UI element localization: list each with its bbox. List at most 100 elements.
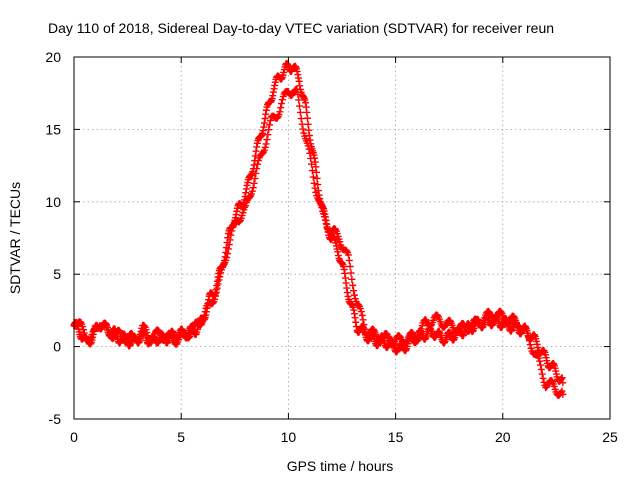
data-point: [250, 179, 258, 187]
data-point: [224, 250, 232, 258]
data-point: [537, 365, 545, 373]
data-point: [254, 160, 262, 168]
data-point: [312, 188, 320, 196]
data-point: [227, 231, 235, 239]
data-point: [559, 379, 567, 387]
data-point: [537, 361, 545, 369]
data-point: [321, 216, 329, 224]
data-point: [416, 328, 424, 336]
data-point: [312, 168, 320, 176]
y-axis-title: SDTVAR / TECUs: [7, 182, 23, 294]
data-point: [295, 96, 303, 104]
data-point: [216, 273, 224, 281]
data-point: [416, 332, 424, 340]
data-point: [539, 374, 547, 382]
data-point: [535, 354, 543, 362]
data-point: [510, 313, 518, 321]
data-point: [228, 227, 236, 235]
data-point: [308, 160, 316, 168]
data-point: [305, 145, 313, 153]
data-point: [249, 184, 257, 192]
data-point: [358, 311, 366, 319]
data-point: [525, 333, 533, 341]
data-point: [307, 154, 315, 162]
data-point: [276, 108, 284, 116]
data-point: [336, 238, 344, 246]
data-point: [310, 179, 318, 187]
data-point: [199, 315, 207, 323]
data-point: [383, 330, 391, 338]
data-point: [225, 241, 233, 249]
x-axis-title: GPS time / hours: [287, 458, 394, 474]
data-point: [277, 104, 285, 112]
series-2: [70, 85, 567, 399]
data-point: [347, 269, 355, 277]
data-point: [294, 90, 302, 98]
data-point: [349, 281, 357, 289]
x-tick-label: 10: [281, 429, 297, 445]
data-point: [296, 102, 304, 110]
chart-title: Day 110 of 2018, Sidereal Day-to-day VTE…: [48, 20, 554, 36]
data-point: [322, 220, 330, 228]
data-point: [346, 263, 354, 271]
data-point: [298, 120, 306, 128]
data-point: [538, 370, 546, 378]
data-point: [559, 390, 567, 398]
data-point: [524, 329, 532, 337]
y-tick-label: 0: [53, 339, 61, 355]
data-point: [306, 149, 314, 157]
data-point: [251, 174, 259, 182]
data-point: [278, 100, 286, 108]
data-point: [304, 142, 312, 150]
data-point: [308, 167, 316, 175]
x-tick-label: 0: [70, 429, 78, 445]
data-point: [252, 169, 260, 177]
data-point: [361, 325, 369, 333]
data-point: [536, 357, 544, 365]
data-point: [86, 335, 94, 343]
data-point: [311, 184, 319, 192]
data-point: [297, 115, 305, 123]
data-point: [345, 256, 353, 264]
data-point: [293, 86, 301, 94]
data-point: [226, 236, 234, 244]
data-point: [417, 325, 425, 333]
data-point: [558, 387, 566, 395]
series-layer: [70, 60, 567, 399]
data-point: [266, 121, 274, 129]
data-point: [313, 174, 321, 182]
data-point: [533, 350, 541, 358]
data-point: [309, 173, 317, 181]
data-point: [357, 308, 365, 316]
data-point: [344, 251, 352, 259]
data-point: [266, 117, 274, 125]
data-point: [140, 322, 148, 330]
data-point: [147, 339, 155, 347]
data-point: [212, 292, 220, 300]
data-point: [261, 143, 269, 151]
data-point: [296, 108, 304, 116]
data-point: [224, 245, 232, 253]
data-point: [525, 337, 533, 345]
data-point: [359, 316, 367, 324]
data-point: [303, 114, 311, 122]
data-point: [79, 326, 87, 334]
ticks: [73, 56, 611, 420]
data-point: [248, 187, 256, 195]
data-point: [263, 136, 271, 144]
data-point: [343, 247, 351, 255]
x-tick-label: 20: [495, 429, 511, 445]
data-point: [314, 181, 322, 189]
data-point: [434, 312, 442, 320]
data-point: [402, 339, 410, 347]
data-point: [497, 308, 505, 316]
data-point: [350, 287, 358, 295]
data-point: [211, 295, 219, 303]
y-tick-label: 20: [45, 49, 61, 65]
plot-frame: [73, 56, 611, 420]
tick-labels: 0 5 10 15 20 25 -5 0 5 10 15 20: [45, 49, 618, 445]
data-point: [360, 321, 368, 329]
data-point: [300, 129, 308, 137]
